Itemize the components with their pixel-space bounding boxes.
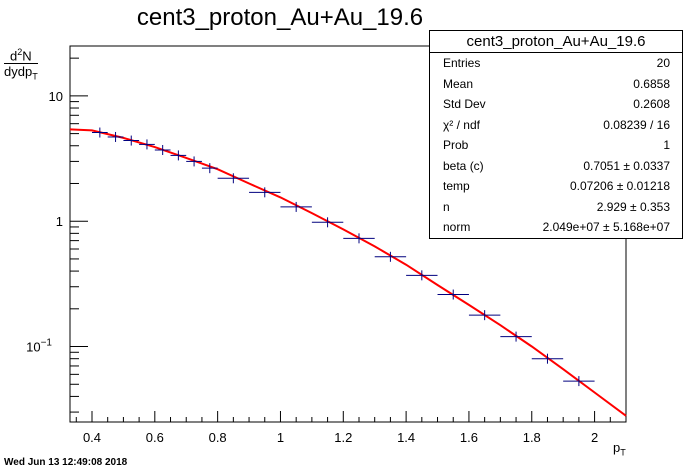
stats-box: cent3_proton_Au+Au_19.6 Entries 20 Mean 0.… — [429, 30, 683, 239]
stats-title: cent3_proton_Au+Au_19.6 — [430, 31, 682, 53]
stats-row-temp: temp 0.07206 ± 0.01218 — [443, 179, 670, 193]
y-axis-label: d2N dydpT — [4, 47, 38, 82]
timestamp: Wed Jun 13 12:49:08 2018 — [4, 457, 128, 468]
y-tick-label: 1 — [56, 214, 63, 229]
x-tick-label: 0.4 — [83, 430, 101, 445]
x-tick-label: 1 — [277, 430, 284, 445]
x-tick-label: 0.8 — [209, 430, 227, 445]
x-tick-label: 2 — [591, 430, 598, 445]
stats-row-entries: Entries 20 — [443, 56, 670, 70]
fit-curve — [69, 128, 627, 417]
stats-row-stddev: Std Dev 0.2608 — [443, 97, 670, 111]
chart-title: cent3_proton_Au+Au_19.6 — [136, 4, 424, 31]
x-tick-label: 0.6 — [146, 430, 164, 445]
stats-row-norm: norm 2.049e+07 ± 5.168e+07 — [443, 220, 670, 234]
stats-row-n: n 2.929 ± 0.353 — [443, 199, 670, 214]
chart-marks: 0.4 0.6 0.8 1 1.2 1.4 1.6 1.8 2 10 1 10−1 — [26, 45, 627, 445]
x-tick-label: 1.4 — [397, 430, 415, 445]
y-tick-label: 10 — [49, 89, 63, 104]
stats-row-mean: Mean 0.6858 — [443, 76, 670, 91]
x-tick-label: 1.2 — [334, 430, 352, 445]
x-axis-label: pT — [613, 440, 626, 458]
stats-row-prob: Prob 1 — [443, 138, 670, 152]
x-tick-label: 1.6 — [460, 430, 478, 445]
stats-row-beta: beta (c) 0.7051 ± 0.0337 — [443, 158, 670, 173]
stats-row-chi2: χ² / ndf 0.08239 / 16 — [443, 117, 670, 132]
x-tick-label: 1.8 — [523, 430, 541, 445]
y-tick-label: 10−1 — [26, 338, 52, 355]
